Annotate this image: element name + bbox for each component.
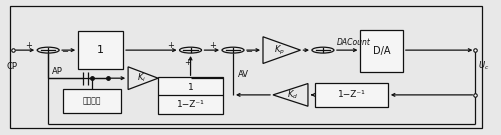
Bar bbox=[158, 77, 223, 114]
Text: 积分条件: 积分条件 bbox=[83, 96, 101, 105]
Text: AV: AV bbox=[238, 70, 249, 79]
Text: +: + bbox=[184, 58, 191, 67]
Text: CP: CP bbox=[7, 62, 18, 71]
Text: 1: 1 bbox=[188, 83, 193, 92]
Text: $U_c$: $U_c$ bbox=[478, 60, 489, 72]
Text: AP: AP bbox=[52, 67, 63, 76]
Text: D/A: D/A bbox=[373, 46, 390, 56]
Text: +: + bbox=[209, 41, 216, 50]
Text: −: − bbox=[61, 47, 68, 56]
Text: +: + bbox=[167, 41, 174, 50]
Text: 1: 1 bbox=[97, 45, 104, 55]
Text: $K_i$: $K_i$ bbox=[137, 72, 146, 84]
Bar bbox=[63, 89, 121, 113]
Text: 1−Z⁻¹: 1−Z⁻¹ bbox=[338, 90, 366, 99]
Text: 1−Z⁻¹: 1−Z⁻¹ bbox=[177, 100, 204, 109]
Text: −: − bbox=[245, 47, 253, 56]
Text: $K_p$: $K_p$ bbox=[275, 44, 286, 57]
Text: DACount: DACount bbox=[337, 38, 370, 47]
Text: +: + bbox=[25, 41, 32, 50]
Text: $K_d$: $K_d$ bbox=[287, 89, 298, 101]
Bar bbox=[78, 31, 123, 69]
Bar bbox=[316, 83, 388, 107]
Bar bbox=[360, 30, 403, 72]
